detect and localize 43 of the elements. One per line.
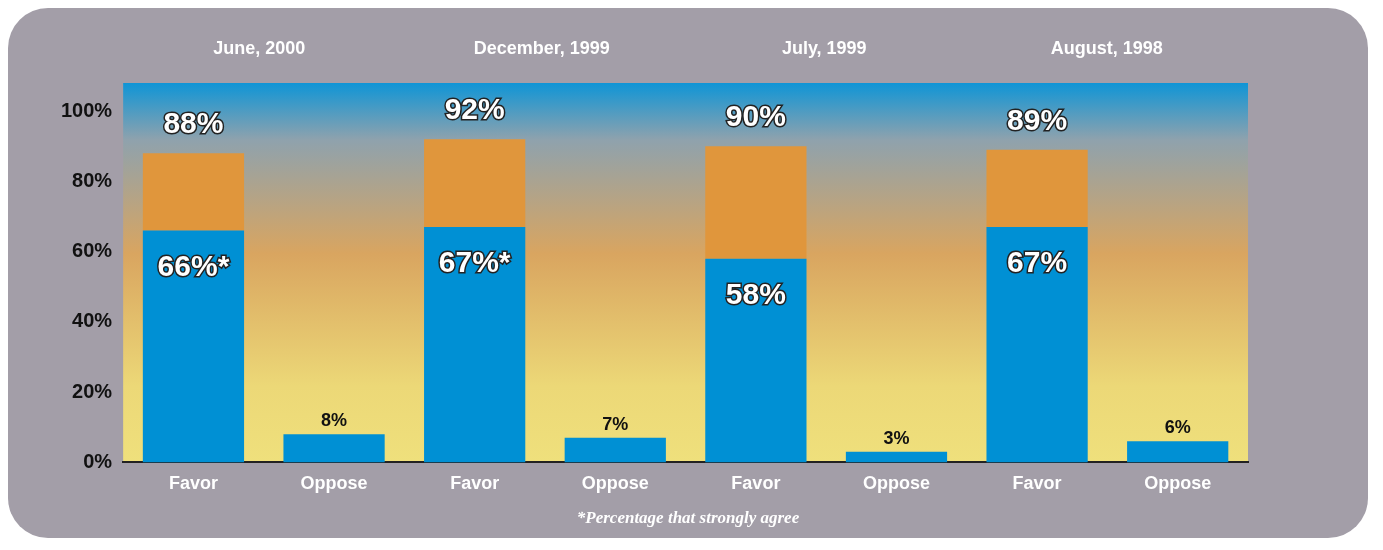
bar <box>986 227 1088 463</box>
x-tick-label: Oppose <box>1144 473 1212 494</box>
y-tick-label: 80% <box>72 168 113 191</box>
text: August, 1998 <box>1049 38 1164 59</box>
y-tick-label: 0% <box>83 449 113 472</box>
bar <box>845 451 948 463</box>
data-label: 67%* <box>438 245 511 279</box>
x-tick-label: Favor <box>1012 473 1062 494</box>
bar <box>283 434 385 463</box>
data-label: 66%* <box>157 248 230 282</box>
y-tick-label: 100% <box>61 98 113 121</box>
total-label: 92% <box>444 92 505 126</box>
total-label: 88% <box>163 106 224 140</box>
x-tick-label: Favor <box>168 473 218 494</box>
bar <box>705 146 807 259</box>
data-label: 67% <box>1007 245 1068 279</box>
bar <box>564 437 666 463</box>
bar <box>142 153 245 231</box>
text: *Percentage that strongly agree <box>575 508 801 528</box>
data-label: 8% <box>321 410 348 431</box>
x-tick-label: Oppose <box>300 473 368 494</box>
x-tick-label: Oppose <box>862 473 930 494</box>
bar <box>142 230 245 463</box>
y-tick-label: 40% <box>72 309 113 332</box>
x-tick-label: Favor <box>450 473 500 494</box>
data-label: 6% <box>1164 417 1191 438</box>
y-tick-label: 20% <box>72 379 113 402</box>
text: December, 1999 <box>472 38 611 59</box>
total-label: 90% <box>725 99 786 133</box>
data-label: 7% <box>602 413 629 434</box>
bar <box>1127 441 1229 463</box>
data-label: 3% <box>883 427 910 448</box>
bar <box>424 227 526 463</box>
data-label: 58% <box>725 276 786 310</box>
x-tick-label: Oppose <box>581 473 649 494</box>
text: July, 1999 <box>780 38 868 59</box>
x-tick-label: Favor <box>731 473 781 494</box>
y-tick-label: 60% <box>72 239 113 262</box>
bar <box>424 139 526 228</box>
text: June, 2000 <box>212 38 307 59</box>
bar <box>986 149 1088 228</box>
total-label: 89% <box>1007 102 1068 136</box>
bar <box>705 258 807 463</box>
